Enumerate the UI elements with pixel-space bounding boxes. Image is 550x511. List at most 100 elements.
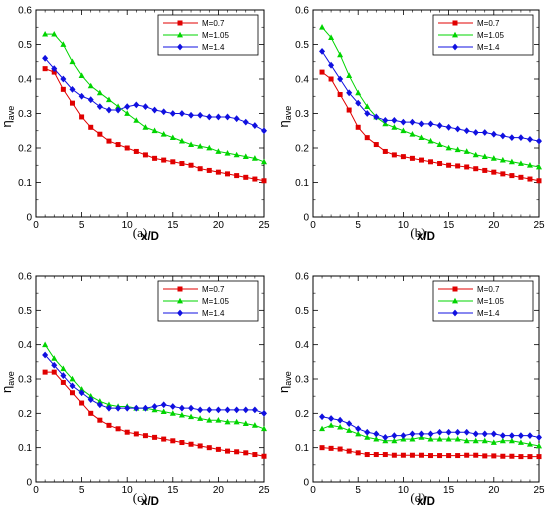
data-point-square (261, 453, 267, 459)
data-point-diamond (224, 113, 231, 121)
data-point-triangle (409, 435, 416, 442)
data-point-diamond (364, 110, 371, 117)
data-point-triangle (233, 418, 240, 425)
data-point-square (364, 135, 370, 141)
x-tick-label: 10 (122, 220, 134, 231)
data-point-square (42, 369, 48, 375)
data-point-square (234, 173, 240, 179)
data-point-triangle (51, 355, 58, 361)
data-point-square (482, 453, 488, 459)
data-point-square (79, 114, 85, 120)
data-point-triangle (454, 435, 461, 442)
data-point-square (69, 100, 75, 106)
data-point-diamond (206, 113, 213, 121)
y-tick-label: 0.1 (295, 178, 309, 189)
data-point-diamond (78, 92, 85, 100)
data-point-square (261, 178, 267, 184)
data-point-triangle (242, 420, 249, 427)
data-point-diamond (508, 432, 515, 440)
chart-panel-3: 0 5 10 15 20 25 0 0.1 0.2 0.3 0.4 0.5 0.6 x/D ηave M=0.… (0, 272, 270, 509)
data-point-diamond (337, 416, 344, 424)
data-point-square (428, 159, 434, 165)
data-point-triangle (51, 30, 58, 37)
data-point-diamond (490, 130, 497, 138)
data-point-square (115, 142, 121, 148)
data-point-square (124, 429, 130, 435)
data-point-square (51, 69, 57, 75)
data-point-diamond (427, 120, 434, 128)
data-point-diamond (418, 120, 425, 128)
data-point-diamond (346, 89, 353, 97)
data-point-triangle (445, 144, 452, 151)
data-point-diamond (536, 137, 542, 145)
data-point-square (500, 171, 506, 177)
data-point-diamond (319, 48, 326, 55)
data-point-diamond (51, 361, 58, 369)
data-point-square (328, 76, 334, 82)
data-point-triangle (454, 146, 461, 153)
data-point-diamond (224, 406, 231, 414)
legend-entry-label: M=0.7 (477, 19, 500, 28)
data-point-diamond (490, 430, 497, 438)
data-point-diamond (215, 406, 222, 414)
data-point-triangle (206, 417, 213, 423)
data-point-triangle (105, 401, 112, 408)
data-point-diamond (160, 108, 167, 116)
data-point-square (106, 138, 112, 144)
x-tick-label: 20 (213, 485, 225, 496)
data-point-diamond (427, 430, 434, 438)
data-point-square (252, 176, 258, 182)
x-tick-label: 0 (310, 220, 316, 231)
data-point-square (500, 453, 506, 459)
data-point-diamond (400, 432, 407, 440)
legend-entry-label: M=1.4 (477, 43, 500, 52)
x-tick-label: 0 (310, 485, 316, 496)
y-tick-label: 0.4 (18, 340, 32, 351)
series-m-1-4 (42, 351, 267, 417)
data-point-triangle (42, 30, 49, 37)
data-point-square (373, 142, 379, 148)
data-point-square (177, 20, 183, 26)
y-tick-label: 0.5 (295, 40, 309, 51)
data-point-diamond (382, 117, 389, 124)
data-point-square (252, 452, 258, 458)
data-point-diamond (364, 428, 371, 436)
legend-entry-label: M=1.05 (477, 31, 504, 40)
data-point-triangle (69, 375, 76, 382)
data-point-square (42, 66, 48, 72)
data-point-diamond (536, 433, 542, 441)
data-point-triangle (215, 417, 222, 423)
data-point-square (391, 152, 397, 158)
x-tick-label: 25 (533, 220, 545, 231)
data-point-square (197, 166, 203, 172)
data-point-square (179, 440, 185, 446)
data-point-triangle (436, 141, 443, 147)
data-point-diamond (463, 127, 470, 135)
data-point-square (206, 167, 212, 173)
data-point-diamond (242, 118, 249, 126)
x-tick-label: 0 (33, 485, 39, 496)
data-point-triangle (224, 418, 231, 425)
data-point-diamond (517, 134, 524, 142)
data-point-diamond (242, 406, 249, 414)
data-point-diamond (526, 135, 533, 143)
data-point-square (455, 453, 461, 459)
data-point-diamond (382, 433, 389, 441)
data-point-diamond (42, 351, 49, 359)
data-point-triangle (160, 408, 167, 415)
data-point-diamond (251, 122, 258, 129)
data-point-triangle (169, 134, 176, 141)
data-point-square (382, 148, 388, 154)
data-point-triangle (178, 411, 185, 418)
data-point-triangle (472, 151, 479, 158)
data-point-square (446, 162, 452, 168)
data-point-triangle (481, 153, 488, 160)
data-point-diamond (517, 432, 524, 440)
y-tick-label: 0.1 (18, 443, 32, 454)
y-tick-label: 0.3 (295, 375, 309, 386)
x-tick-label: 10 (398, 220, 410, 231)
data-point-triangle (517, 160, 524, 166)
data-point-diamond (151, 106, 158, 114)
data-point-diamond (215, 113, 222, 121)
legend-entry-label: M=0.7 (202, 19, 225, 28)
